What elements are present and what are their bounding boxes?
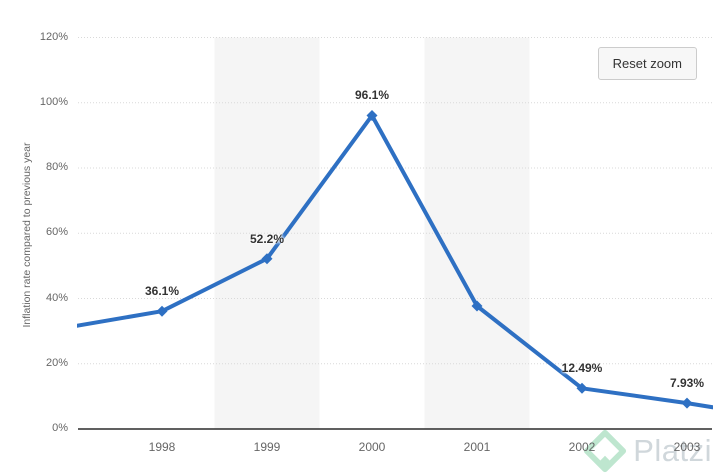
inflation-line-series <box>77 113 713 410</box>
platzi-diamond-logo-icon <box>584 429 627 473</box>
data-point-marker-2002[interactable] <box>576 382 588 394</box>
data-point-marker-2001[interactable] <box>471 300 483 312</box>
data-point-marker-1999[interactable] <box>261 253 273 265</box>
data-point-marker-2003[interactable] <box>681 397 693 409</box>
platzi-watermark-text: Platzi <box>633 433 712 468</box>
reset-zoom-button[interactable]: Reset zoom <box>597 47 697 80</box>
y-axis-title: Inflation rate compared to previous year <box>21 142 33 328</box>
data-point-marker-2000[interactable] <box>366 109 378 121</box>
data-point-marker-1998[interactable] <box>156 305 168 317</box>
plot-area[interactable] <box>78 38 712 430</box>
platzi-watermark: Platzi <box>582 428 712 474</box>
